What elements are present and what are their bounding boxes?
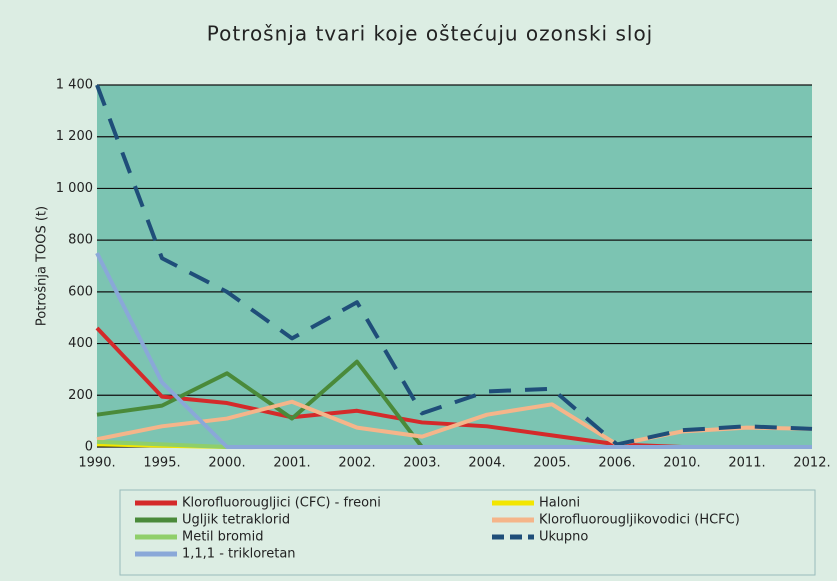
- x-tick-label: 2003.: [403, 456, 440, 471]
- y-tick-label: 1 200: [56, 129, 93, 144]
- x-tick-label: 2006.: [598, 456, 635, 471]
- legend-label: Klorofluorougljici (CFC) - freoni: [182, 496, 381, 511]
- x-tick-label: 1995.: [143, 456, 180, 471]
- series-line: [95, 84, 813, 447]
- x-tick-label: 2005.: [533, 456, 570, 471]
- x-tick-label: 2011.: [728, 456, 765, 471]
- x-tick-label: 2000.: [208, 456, 245, 471]
- plot-area: [97, 85, 812, 447]
- series-line: [95, 252, 812, 449]
- y-tick-label: 600: [68, 284, 93, 299]
- x-tick-label: 1990.: [78, 456, 115, 471]
- x-tick-label: 2002.: [338, 456, 375, 471]
- x-tick-label: 2010.: [663, 456, 700, 471]
- legend-box: [119, 489, 816, 576]
- y-tick-label: 400: [68, 336, 93, 351]
- y-axis-label: Potrošnja TOOS (t): [35, 206, 50, 326]
- x-tick-label: 2012.: [793, 456, 830, 471]
- legend-label: Metil bromid: [182, 530, 263, 545]
- y-tick-label: 1 400: [56, 78, 93, 93]
- x-tick-label: 2001.: [273, 456, 310, 471]
- y-tick-label: 0: [85, 440, 93, 455]
- y-tick-label: 800: [68, 233, 93, 248]
- chart-title: Potrošnja tvari koje oštećuju ozonski sl…: [207, 22, 654, 46]
- y-tick-label: 200: [68, 388, 93, 403]
- legend-label: 1,1,1 - trikloretan: [182, 547, 296, 562]
- legend-label: Haloni: [539, 496, 580, 511]
- y-tick-label: 1 000: [56, 181, 93, 196]
- x-tick-label: 2004.: [468, 456, 505, 471]
- legend-label: Ugljik tetraklorid: [182, 513, 290, 528]
- legend-label: Ukupno: [539, 530, 588, 545]
- legend-label: Klorofluorougljikovodici (HCFC): [539, 513, 740, 528]
